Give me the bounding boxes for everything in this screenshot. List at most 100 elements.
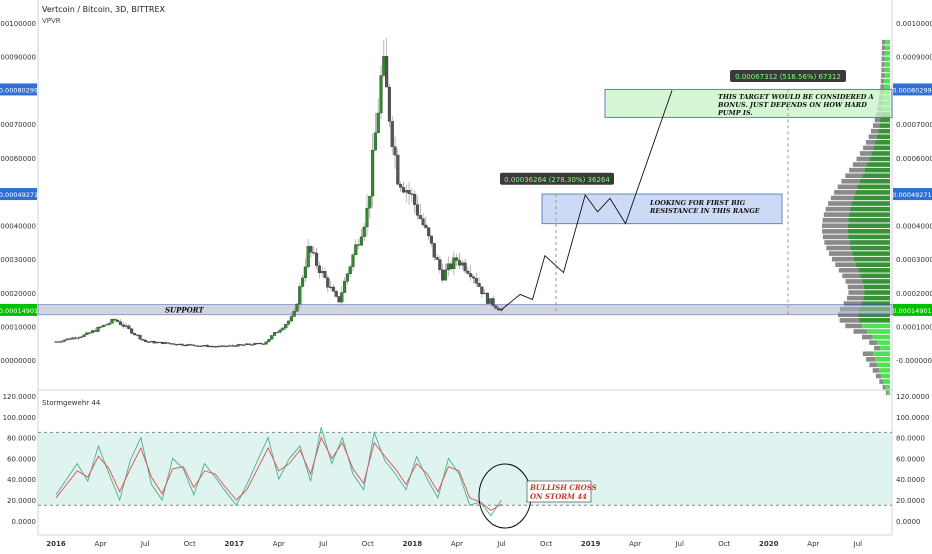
candle-down — [393, 146, 397, 156]
candle-up — [79, 336, 83, 338]
measure-label-1: 0.00036264 (278.30%) 36264 — [504, 176, 610, 184]
candle-down — [146, 341, 151, 343]
candle-down — [396, 154, 400, 185]
vpvr-bar-down — [881, 67, 885, 73]
vpvr-bar-down — [845, 279, 863, 284]
vpvr-bar-up — [853, 256, 890, 262]
candle-down — [466, 270, 470, 274]
candle-up — [343, 281, 347, 293]
candle-up — [163, 342, 167, 344]
chart-title: Vertcoin / Bitcoin, 3D, BITTREX — [42, 5, 166, 14]
vpvr-bar-up — [881, 373, 890, 379]
price-axis-right-tick: 0.00020000 — [896, 290, 932, 298]
vpvr-bar-down — [846, 295, 864, 301]
candle-up — [351, 254, 355, 267]
vpvr-bar-up — [885, 384, 890, 390]
vpvr-label: VPVR — [42, 17, 61, 25]
vpvr-bar-down — [837, 184, 858, 190]
vpvr-bar-down — [881, 39, 885, 45]
candle-down — [312, 252, 316, 254]
candle-down — [429, 235, 434, 244]
vpvr-bar-up — [858, 318, 890, 323]
vpvr-bar-down — [866, 140, 876, 145]
candle-up — [488, 298, 492, 304]
osc-axis-right-tick: 120.0000 — [896, 393, 929, 401]
candle-up — [320, 271, 324, 274]
candle-down — [132, 333, 137, 335]
candle-up — [65, 338, 69, 341]
vpvr-bar-up — [862, 279, 890, 284]
candle-up — [104, 324, 108, 326]
vpvr-bar-down — [823, 212, 849, 217]
time-axis-tick: Oct — [540, 540, 552, 548]
vpvr-bar-up — [869, 156, 890, 162]
candle-down — [152, 341, 156, 344]
osc-title: Stormgewehr 44 — [42, 399, 101, 407]
vpvr-bar-down — [845, 323, 863, 329]
candle-down — [188, 344, 193, 346]
candle-up — [216, 346, 221, 348]
vpvr-bar-down — [876, 373, 882, 379]
candle-up — [71, 337, 75, 340]
vpvr-bar-down — [862, 334, 873, 340]
candle-down — [118, 321, 122, 325]
candle-down — [144, 339, 148, 342]
time-axis-tick: Oct — [718, 540, 730, 548]
vpvr-bar-up — [849, 240, 890, 245]
candle-up — [275, 331, 279, 334]
candle-up — [446, 263, 450, 271]
candle-down — [357, 244, 361, 246]
osc-axis-right-tick: 40.0000 — [896, 476, 925, 484]
candle-up — [102, 324, 106, 327]
vpvr-bar-up — [884, 62, 890, 67]
vpvr-bar-down — [881, 62, 885, 67]
candle-up — [345, 273, 349, 282]
price-axis-right-tick: -0.00000000 — [896, 357, 932, 365]
candle-up — [155, 342, 159, 344]
candle-down — [258, 343, 263, 345]
time-axis-tick: 2017 — [224, 540, 244, 548]
candle-up — [278, 329, 282, 333]
candle-down — [194, 345, 198, 347]
vpvr-bar-up — [851, 201, 890, 206]
time-axis-tick: Jul — [318, 540, 328, 548]
candle-down — [121, 324, 125, 327]
vpvr-bar-down — [885, 390, 888, 395]
vpvr-bar-up — [884, 50, 890, 56]
vpvr-bar-down — [842, 273, 861, 279]
target-label-line: BONUS. JUST DEPENDS ON HOW HARD — [717, 101, 867, 109]
vpvr-bar-down — [881, 56, 885, 62]
vpvr-bar-down — [828, 201, 852, 206]
vpvr-bar-down — [872, 368, 880, 373]
price-tag-left-text: 0.00080299 — [0, 86, 38, 94]
candle-down — [441, 269, 445, 281]
vpvr-bar-up — [871, 151, 890, 156]
candle-down — [385, 56, 389, 88]
candle-down — [230, 345, 235, 347]
time-axis-tick: Jul — [674, 540, 684, 548]
price-tag-left — [0, 83, 37, 96]
candle-up — [354, 244, 358, 255]
vpvr-bar-down — [835, 262, 857, 268]
vpvr-bar-down — [859, 151, 872, 156]
vpvr-bar-down — [822, 217, 849, 223]
candle-up — [228, 345, 232, 347]
vpvr-bar-down — [853, 329, 868, 334]
price-tag-left-text: 0.00049271 — [0, 191, 38, 199]
candle-down — [169, 343, 173, 345]
resistance-label-line1: LOOKING FOR FIRST BIG — [649, 199, 746, 207]
vpvr-bar-up — [887, 390, 890, 395]
candle-up — [284, 324, 288, 329]
price-tag-right-text: 0.00014901 — [892, 307, 931, 315]
vpvr-bar-down — [824, 240, 850, 245]
target-label-line: PUMP IS. — [717, 109, 753, 117]
vpvr-bar-up — [880, 345, 890, 351]
time-axis-tick: Apr — [629, 540, 641, 548]
vpvr-bar-down — [880, 84, 885, 89]
price-tag-right — [893, 188, 932, 201]
candle-down — [415, 204, 419, 216]
candle-down — [407, 190, 411, 194]
candle-up — [202, 345, 207, 347]
